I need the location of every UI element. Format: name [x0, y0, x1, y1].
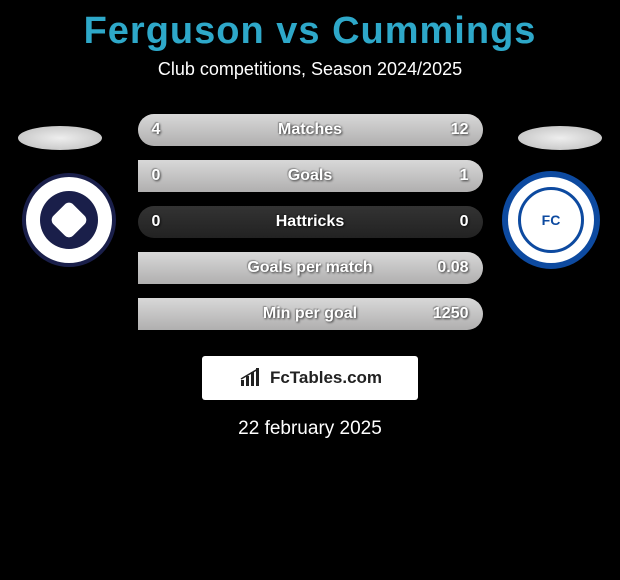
team-1-badge	[18, 176, 120, 264]
stat-row: 01Goals	[138, 160, 483, 192]
rochdale-afc-crest	[22, 173, 116, 267]
stat-label: Goals	[138, 160, 483, 192]
fc-halifax-town-crest: FC	[502, 171, 600, 269]
subtitle: Club competitions, Season 2024/2025	[158, 59, 462, 80]
fctables-logo[interactable]: FcTables.com	[202, 356, 418, 400]
page-title: Ferguson vs Cummings	[84, 10, 537, 53]
stat-label: Goals per match	[138, 252, 483, 284]
stat-row: 0.08Goals per match	[138, 252, 483, 284]
stat-row: 1250Min per goal	[138, 298, 483, 330]
stat-row: 412Matches	[138, 114, 483, 146]
stat-row: 00Hattricks	[138, 206, 483, 238]
stat-label: Matches	[138, 114, 483, 146]
player-2-nameplate	[518, 126, 602, 150]
team-2-badge: FC	[500, 176, 602, 264]
stat-label: Hattricks	[138, 206, 483, 238]
stat-label: Min per goal	[138, 298, 483, 330]
logo-text: FcTables.com	[270, 368, 382, 388]
bar-chart-icon	[238, 368, 264, 388]
comparison-card: Ferguson vs Cummings Club competitions, …	[0, 0, 620, 580]
date-label: 22 february 2025	[238, 418, 382, 440]
player-1-nameplate	[18, 126, 102, 150]
